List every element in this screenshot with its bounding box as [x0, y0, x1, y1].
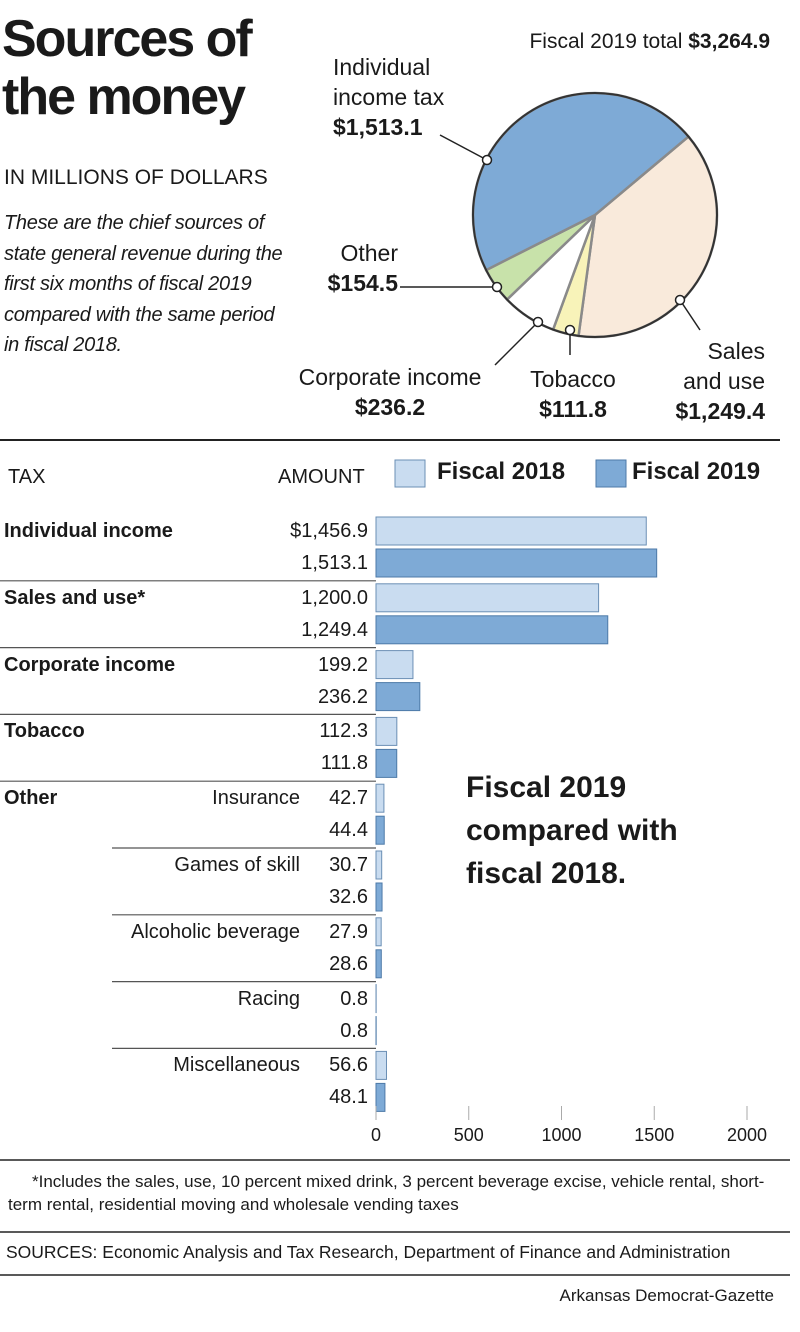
x-tick-label: 1500 [634, 1125, 675, 1145]
bar [375, 949, 382, 979]
pie-label: Individual income tax $1,513.1 [333, 52, 458, 142]
bar [375, 917, 382, 947]
subcategory-label: Games of skill [174, 854, 300, 876]
legend-swatch [595, 459, 627, 488]
leader-dot [532, 316, 544, 328]
leader-dot [564, 324, 576, 336]
column-header: TAX [8, 466, 46, 488]
legend-swatch [394, 459, 426, 488]
x-tick-label: 1000 [541, 1125, 582, 1145]
pie-label: Tobacco $111.8 [513, 364, 633, 424]
subcategory-label: Racing [237, 987, 300, 1010]
leader-line [494, 321, 539, 366]
value-label: 32.6 [329, 886, 368, 908]
leader-dot [674, 294, 686, 306]
total: Fiscal 2019 total $3,264.9 [529, 30, 770, 54]
category-label: Individual income [4, 520, 173, 542]
pie-value-label: $154.5 [327, 270, 398, 296]
bar [375, 882, 383, 912]
value-label: 1,200.0 [301, 586, 368, 609]
value-label: 42.7 [329, 787, 368, 810]
value-label: 0.8 [340, 1019, 368, 1042]
bar [375, 1082, 386, 1112]
bar [375, 815, 385, 845]
title: Sources of the money [2, 10, 253, 126]
bar [375, 615, 609, 645]
pie-label: Sales and use $1,249.4 [665, 336, 765, 426]
value-label: 44.4 [329, 819, 368, 842]
column-header: AMOUNT [278, 466, 365, 488]
total-text: Fiscal 2019 total [529, 30, 683, 53]
leader-line [439, 134, 488, 161]
group-label: Other [4, 787, 58, 810]
bar [375, 583, 600, 613]
annotation: Fiscal 2019 compared with fiscal 2018. [466, 771, 678, 890]
pie-value-label: $1,249.4 [675, 398, 765, 424]
value-label: 111.8 [320, 752, 368, 775]
category-label: Sales and use* [4, 586, 146, 609]
value-label: 48.1 [329, 1086, 368, 1109]
bar [375, 548, 658, 578]
x-tick-label: 0 [370, 1125, 381, 1145]
bar [375, 1050, 387, 1080]
pie-category: Corporate income [298, 364, 482, 390]
credit: Arkansas Democrat-Gazette [559, 1286, 774, 1305]
value-label: 199.2 [317, 653, 368, 676]
footnote: *Includes the sales, use, 10 percent mix… [8, 1172, 765, 1214]
category-label: Corporate income [4, 653, 176, 676]
value-label: $1,456.9 [290, 520, 368, 542]
value-label: 27.9 [329, 920, 368, 943]
units: IN MILLIONS OF DOLLARS [4, 166, 268, 189]
total-value: $3,264.9 [688, 30, 770, 53]
bar [375, 716, 398, 746]
bar [375, 850, 383, 880]
pie-category: Sales and use [683, 338, 765, 394]
pie-label: Other $154.5 [298, 238, 398, 298]
bar [375, 650, 414, 680]
bar [375, 783, 385, 813]
x-tick-label: 2000 [726, 1125, 768, 1145]
value-label: 30.7 [329, 854, 368, 876]
leader-line [679, 299, 701, 331]
value-label: 28.6 [329, 952, 368, 975]
pie-outline [472, 92, 718, 338]
pie-value-label: $236.2 [354, 394, 426, 420]
description: These are the chief sources of state gen… [4, 212, 283, 356]
pie-value-label: $1,513.1 [333, 114, 423, 140]
pie-value-label: $111.8 [539, 396, 607, 422]
value-label: 112.3 [319, 720, 368, 743]
pie-category: Tobacco [530, 366, 616, 392]
subcategory-label: Insurance [212, 787, 300, 810]
pie-category: Individual income tax [333, 54, 445, 110]
legend-label: Fiscal 2018 [437, 458, 566, 485]
sources: SOURCES: Economic Analysis and Tax Resea… [6, 1242, 731, 1262]
pie-label: Corporate income $236.2 [280, 362, 500, 422]
pie-category: Other [340, 240, 398, 266]
value-label: 56.6 [329, 1054, 368, 1077]
category-label: Tobacco [4, 720, 85, 743]
value-label: 1,513.1 [301, 552, 368, 574]
value-label: 0.8 [340, 987, 368, 1010]
bar [375, 516, 647, 546]
bar [375, 682, 421, 712]
value-label: 1,249.4 [301, 618, 368, 641]
legend-label: Fiscal 2019 [632, 458, 761, 485]
leader-dot [491, 281, 503, 293]
x-tick-label: 500 [453, 1125, 484, 1145]
value-label: 236.2 [317, 685, 368, 708]
bar [375, 748, 398, 778]
subcategory-label: Alcoholic beverage [131, 920, 300, 943]
leader-dot [481, 154, 493, 166]
subcategory-label: Miscellaneous [173, 1054, 300, 1077]
